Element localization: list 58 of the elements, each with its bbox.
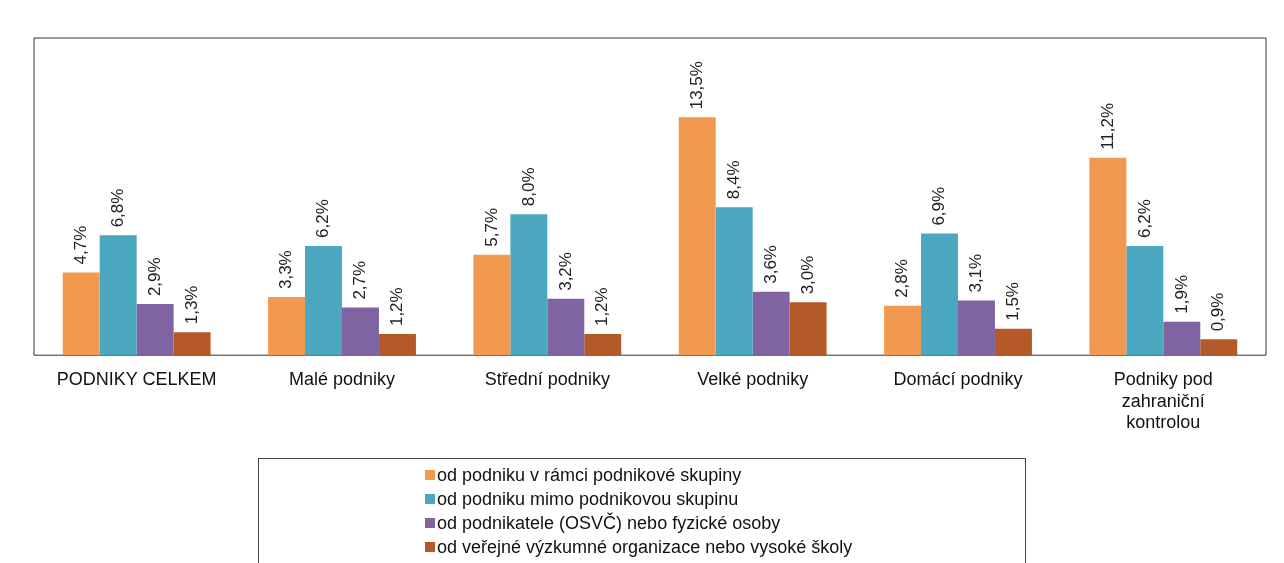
bar (342, 307, 379, 356)
data-label: 3,1% (966, 253, 986, 293)
x-tick-label: Střední podniky (484, 368, 610, 389)
bar (1200, 339, 1238, 356)
legend-label: od veřejné výzkumné organizace nebo vysoké školy (437, 536, 853, 558)
bar (678, 117, 716, 356)
x-tick-label: Velké podniky (697, 368, 809, 389)
bar (305, 245, 342, 356)
bar (994, 328, 1032, 356)
bar (173, 332, 211, 356)
data-label: 2,7% (350, 260, 370, 300)
bar (1126, 245, 1164, 356)
bar (136, 304, 174, 356)
data-label: 6,8% (107, 188, 127, 228)
data-label: 3,0% (797, 255, 817, 295)
data-label: 5,7% (481, 208, 501, 247)
data-label: 2,8% (892, 259, 912, 298)
data-label: 1,5% (1003, 282, 1023, 321)
data-label: 1,2% (387, 287, 407, 327)
data-label: 0,9% (1208, 292, 1228, 332)
bar (752, 291, 790, 356)
x-tick-label: Podniky pod zahraniční kontrolou (1113, 368, 1213, 433)
bar (958, 300, 995, 356)
bar (1089, 157, 1127, 356)
bar (584, 334, 622, 356)
bar (268, 297, 306, 356)
data-label: 3,6% (760, 245, 780, 284)
bar (378, 334, 416, 356)
bar (473, 254, 511, 356)
data-label: 6,2% (1134, 199, 1154, 238)
legend-label: od podniku mimo podnikovou skupinu (437, 488, 739, 510)
bar (884, 305, 922, 356)
data-label: 13,5% (686, 61, 706, 110)
data-label: 1,3% (181, 285, 201, 325)
data-label: 3,3% (276, 250, 296, 290)
data-label: 11,2% (1097, 102, 1117, 150)
bar (510, 214, 548, 356)
bar (62, 272, 100, 356)
data-label: 3,2% (555, 252, 575, 291)
legend-label: od podniku v rámci podnikové skupiny (437, 464, 742, 486)
x-tick-label: PODNIKY CELKEM (56, 368, 217, 389)
x-tick-label: Domácí podniky (893, 368, 1023, 389)
data-label: 8,0% (518, 167, 538, 207)
bar (789, 302, 827, 356)
bar (99, 235, 137, 356)
data-label: 1,2% (592, 287, 612, 327)
legend-label: od podnikatele (OSVČ) nebo fyzické osoby (437, 512, 781, 534)
bar (715, 207, 753, 356)
data-label: 6,2% (313, 199, 333, 238)
bar (547, 298, 585, 356)
bar (1163, 321, 1201, 356)
data-label: 6,9% (929, 186, 949, 226)
data-label: 4,7% (70, 225, 90, 265)
x-tick-label: Malé podniky (288, 368, 396, 389)
data-label: 1,9% (1171, 274, 1191, 314)
data-label: 8,4% (723, 160, 743, 200)
bar (921, 233, 958, 356)
data-label: 2,9% (144, 257, 164, 297)
